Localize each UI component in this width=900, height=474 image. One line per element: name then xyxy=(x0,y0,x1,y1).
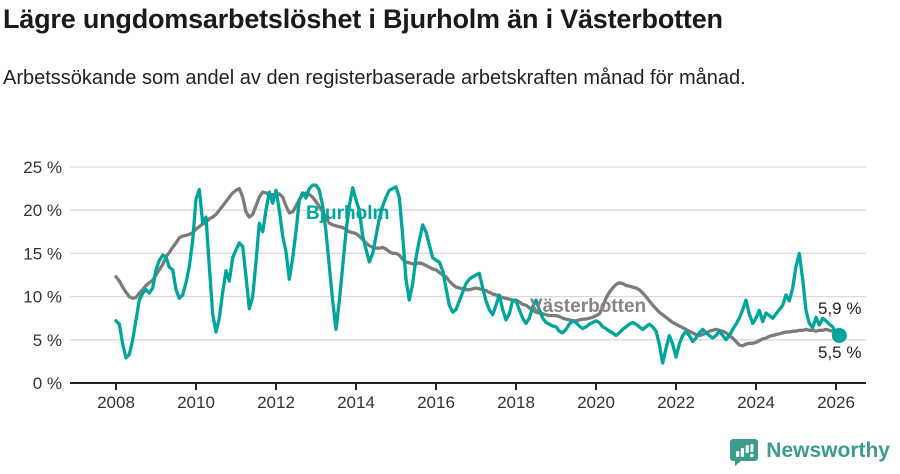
y-tick-label: 0 % xyxy=(33,374,62,393)
y-tick-label: 10 % xyxy=(23,288,62,307)
chart-subtitle: Arbetssökande som andel av den registerb… xyxy=(3,67,746,89)
x-tick-label: 2026 xyxy=(817,393,855,412)
x-tick-label: 2016 xyxy=(417,393,455,412)
newsworthy-brand-text: Newsworthy xyxy=(766,439,890,462)
y-tick-label: 25 % xyxy=(23,158,62,177)
x-tick-label: 2012 xyxy=(257,393,295,412)
y-tick-label: 15 % xyxy=(23,244,62,263)
newsworthy-logo: Newsworthy xyxy=(729,436,890,466)
x-tick-label: 2024 xyxy=(737,393,775,412)
x-tick-label: 2022 xyxy=(657,393,695,412)
end-value-label-bjurholm: 5,5 % xyxy=(818,343,862,362)
chart-title: Lägre ungdomsarbetslöshet i Bjurholm än … xyxy=(3,4,723,34)
series-line-västerbotten xyxy=(114,186,841,348)
end-value-label-vasterbotten: 5,9 % xyxy=(818,299,862,318)
series-label-vasterbotten: Västerbotten xyxy=(530,296,647,317)
bar-chart-speech-bubble-icon xyxy=(730,439,759,466)
x-tick-label: 2020 xyxy=(577,393,615,412)
series-line-bjurholm xyxy=(114,183,841,365)
series-end-dot-bjurholm xyxy=(831,328,847,343)
x-tick-label: 2018 xyxy=(497,393,535,412)
x-tick-label: 2008 xyxy=(97,393,135,412)
series-label-bjurholm: Bjurholm xyxy=(306,203,390,224)
x-tick-label: 2010 xyxy=(177,393,215,412)
y-tick-label: 20 % xyxy=(23,201,62,220)
x-tick-label: 2014 xyxy=(337,393,375,412)
y-tick-label: 5 % xyxy=(33,331,62,350)
